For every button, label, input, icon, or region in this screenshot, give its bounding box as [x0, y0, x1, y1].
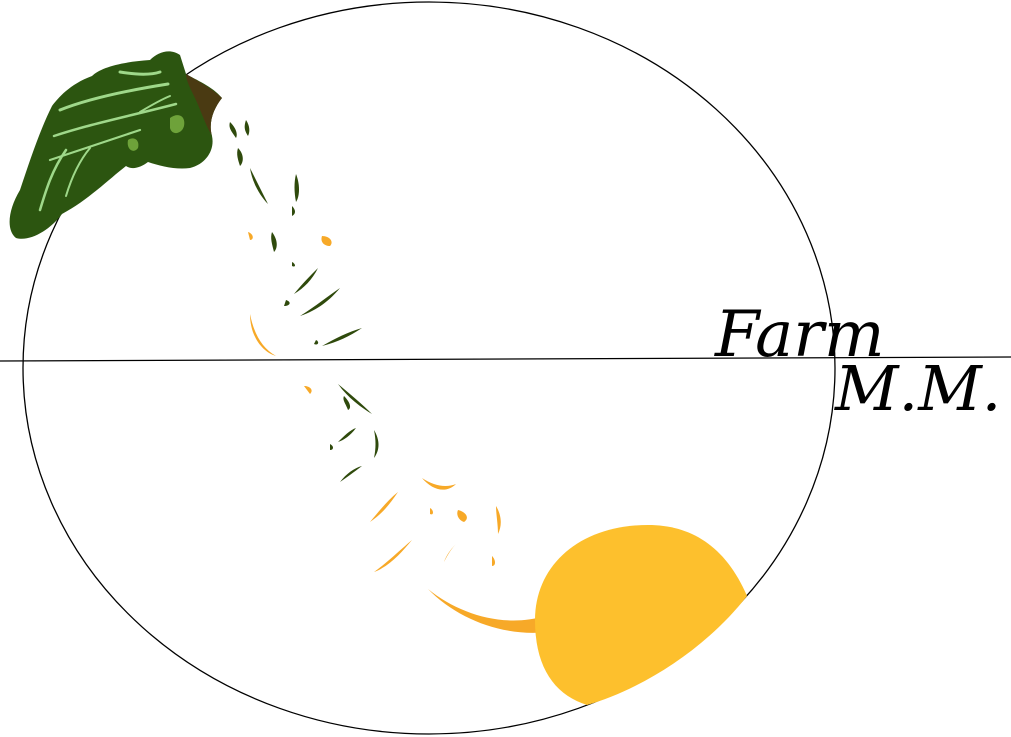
falling-crumbs-orange — [248, 232, 501, 572]
crumb — [343, 396, 351, 410]
crumb — [229, 122, 237, 138]
sun-disc — [535, 525, 747, 705]
leaf-vein — [58, 82, 170, 112]
crumb — [300, 288, 340, 316]
logo-text-initials: M.M. — [835, 352, 1002, 425]
leaf-vein — [52, 102, 178, 138]
crumb — [237, 148, 243, 166]
crumb — [338, 428, 356, 442]
leaf-spot — [127, 138, 139, 151]
crumb — [374, 540, 412, 572]
crumb — [330, 444, 333, 450]
crumb — [496, 506, 501, 534]
crumb — [422, 478, 456, 490]
leaf-icon — [9, 51, 223, 239]
crumb — [338, 384, 372, 414]
horizon-line — [0, 356, 1011, 362]
crumb — [340, 466, 362, 482]
sun-icon — [428, 525, 747, 705]
leaf-vein — [65, 147, 91, 197]
logo-ellipse — [22, 1, 836, 735]
leaf-vein — [118, 70, 162, 76]
crumb — [430, 508, 433, 515]
leaf-vein — [139, 95, 171, 113]
crumb — [304, 386, 312, 394]
falling-crumbs-green — [229, 120, 379, 482]
crumb — [284, 300, 290, 306]
crumb — [292, 206, 295, 216]
leaf-vein — [48, 128, 142, 162]
sun-tail — [428, 589, 548, 633]
leaf-blade — [9, 51, 223, 239]
crumb — [492, 556, 495, 566]
crumb — [370, 492, 398, 522]
crumb — [294, 268, 318, 294]
crumb — [457, 510, 467, 522]
crumb — [314, 340, 319, 345]
leaf-vein — [38, 148, 68, 212]
crumb — [244, 120, 250, 136]
crumb — [374, 430, 379, 458]
crumb — [250, 314, 276, 356]
crumb — [292, 262, 295, 267]
crumb — [294, 174, 299, 202]
crumb — [322, 328, 362, 346]
crumb — [271, 232, 277, 252]
crumb — [250, 168, 268, 204]
crumb — [321, 236, 332, 246]
leaf-spot — [170, 115, 185, 134]
leaf-shadow — [186, 74, 222, 136]
logo-text-farm: Farm — [715, 298, 885, 372]
crumb — [248, 232, 253, 240]
crumb — [444, 544, 456, 562]
